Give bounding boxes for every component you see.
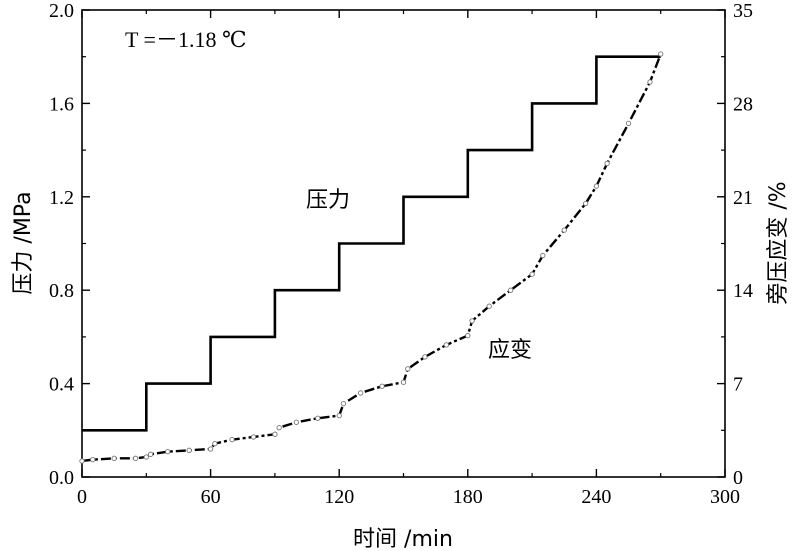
y-right-tick-label: 21 xyxy=(733,187,753,209)
strain-label: 应变 xyxy=(488,338,532,363)
strain-point xyxy=(604,160,610,167)
strain-point xyxy=(147,451,154,457)
strain-point xyxy=(207,446,214,452)
strain-point xyxy=(469,318,475,324)
strain-point xyxy=(508,287,514,293)
x-tick-label: 60 xyxy=(201,486,221,508)
strain-point xyxy=(443,342,450,348)
strain-point xyxy=(186,447,192,453)
strain-point xyxy=(276,424,282,431)
strain-point xyxy=(583,200,589,207)
strain-point xyxy=(315,415,321,421)
strain-point xyxy=(229,436,235,443)
strain-point xyxy=(529,271,535,277)
x-axis-title: 时间 /min xyxy=(353,527,453,551)
strain-point xyxy=(625,120,632,127)
strain-point xyxy=(405,366,411,372)
y-left-tick-label: 0.0 xyxy=(49,467,74,489)
y-left-axis-title: 压力 /MPa xyxy=(11,191,36,294)
strain-point xyxy=(79,458,85,464)
y-right-tick-label: 7 xyxy=(733,374,743,396)
y-left-tick-label: 0.4 xyxy=(49,374,74,396)
strain-point xyxy=(422,354,428,360)
strain-point xyxy=(340,400,347,407)
strain-point xyxy=(250,434,257,440)
strain-point xyxy=(379,383,385,389)
x-tick-label: 240 xyxy=(581,486,611,508)
strain-point xyxy=(293,419,299,425)
series-strain-line xyxy=(81,53,662,463)
y-left-tick-label: 0.8 xyxy=(49,280,74,302)
x-tick-label: 0 xyxy=(77,486,87,508)
strain-point xyxy=(647,79,653,85)
y-right-tick-label: 0 xyxy=(733,467,743,489)
strain-point xyxy=(143,454,149,460)
y-left-tick-label: 2.0 xyxy=(49,0,74,22)
strain-point xyxy=(336,412,342,419)
strain-point xyxy=(272,431,278,437)
series-pressure-line xyxy=(82,55,661,432)
y-left-tick-label: 1.6 xyxy=(49,93,74,115)
strain-point xyxy=(400,379,407,385)
x-tick-label: 300 xyxy=(710,486,740,508)
strain-point xyxy=(132,455,139,461)
strain-point xyxy=(540,252,546,259)
x-axis-ticks: 0 60 120 180 240 300 xyxy=(77,10,740,508)
strain-point xyxy=(90,457,96,463)
pressure-label: 压力 xyxy=(306,188,350,213)
strain-point xyxy=(111,455,117,461)
y-right-tick-label: 35 xyxy=(733,0,753,22)
x-tick-label: 120 xyxy=(324,486,354,508)
y-right-axis-ticks: 0 7 14 21 28 35 xyxy=(717,0,753,489)
x-tick-label: 180 xyxy=(453,486,483,508)
temperature-annotation: T =－1.18 ℃ xyxy=(125,27,247,52)
strain-point xyxy=(465,332,471,339)
strain-point xyxy=(561,227,567,233)
y-right-tick-label: 14 xyxy=(733,280,753,302)
strain-point xyxy=(212,440,218,447)
y-left-tick-label: 1.2 xyxy=(49,187,74,209)
y-right-axis-title: 旁压应变 /% xyxy=(766,181,791,304)
strain-point xyxy=(486,303,492,309)
y-right-tick-label: 28 xyxy=(733,93,753,115)
strain-point xyxy=(658,51,664,57)
series-layer xyxy=(79,51,664,464)
strain-point xyxy=(593,183,600,189)
strain-point xyxy=(165,448,171,455)
y-left-axis-ticks: 0.0 0.4 0.8 1.2 1.6 2.0 xyxy=(49,0,90,489)
strain-point xyxy=(357,390,364,396)
